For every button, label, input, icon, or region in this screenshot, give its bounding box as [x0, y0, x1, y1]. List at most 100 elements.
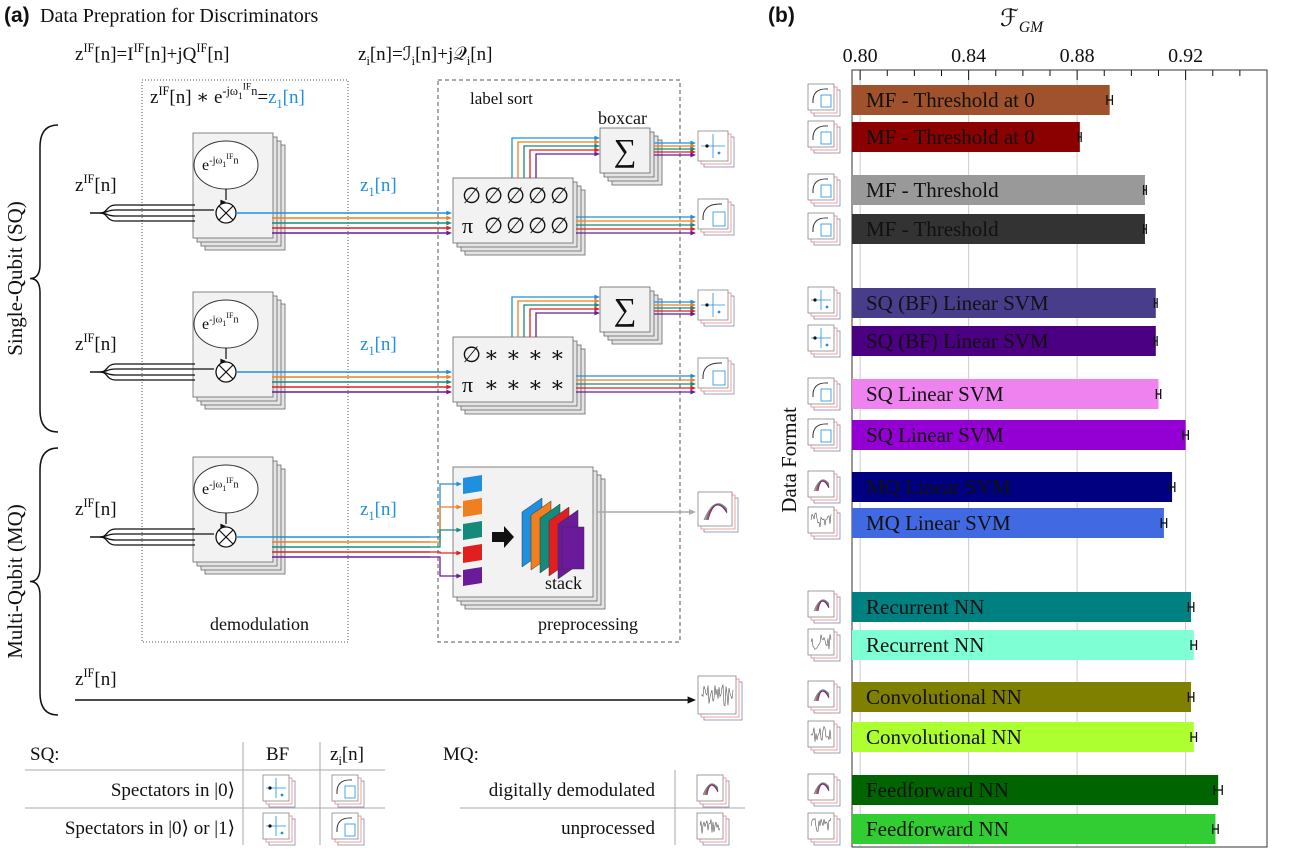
- bar: [852, 472, 1173, 502]
- icon-frame: [807, 680, 835, 708]
- legend-title: MQ:: [443, 744, 479, 765]
- demod-output-label: z1[n]: [360, 175, 397, 199]
- formula-part: z: [360, 175, 368, 196]
- formula-part: [n]: [94, 669, 116, 690]
- icon-glyph: [820, 223, 832, 237]
- sort-glyph: ∅: [484, 213, 503, 238]
- formula-part: 1: [222, 484, 226, 493]
- bar-label: SQ (BF) Linear SVM: [866, 329, 1049, 353]
- sort-glyph: ∗: [528, 342, 543, 367]
- arrowhead: [690, 218, 696, 224]
- formula-part: z: [75, 334, 83, 355]
- arrowhead: [456, 573, 462, 579]
- icon-glyph: [702, 203, 723, 221]
- arrowhead: [690, 311, 696, 317]
- formula-part: IF: [83, 172, 94, 186]
- formula-part: IF: [243, 83, 251, 93]
- sort-glyph: ∗: [528, 372, 543, 397]
- legend-row: Spectators in |0⟩: [111, 780, 235, 801]
- input-line: [99, 363, 195, 373]
- brace: [29, 124, 59, 433]
- sort-glyph: ∅: [528, 213, 547, 238]
- connector: [430, 529, 458, 548]
- region-label: demodulation: [210, 614, 309, 634]
- bar-label: Recurrent NN: [866, 633, 984, 657]
- channel-block: [463, 475, 482, 494]
- stack-label: stack: [545, 573, 582, 593]
- input-line: [99, 371, 195, 381]
- icon-frame: [807, 470, 835, 498]
- formula-part: 1: [238, 92, 243, 102]
- formula-part: i: [366, 54, 370, 68]
- connector: [517, 300, 596, 337]
- label-sort-box: [452, 336, 574, 403]
- bar-label: Recurrent NN: [866, 595, 984, 619]
- icon-frame: [807, 773, 835, 801]
- formula-part: z: [75, 44, 83, 65]
- arrowhead: [690, 302, 696, 308]
- formula-part: z: [330, 744, 338, 765]
- arrowhead: [446, 389, 452, 395]
- arrowhead: [687, 696, 696, 704]
- icon-glyph: [707, 504, 728, 521]
- arrowhead: [690, 299, 696, 305]
- icon-glyph: [820, 388, 832, 402]
- input-line: [99, 536, 195, 546]
- panel-title: Data Prepration for Discriminators: [40, 5, 318, 27]
- arrowhead: [446, 215, 452, 221]
- formula-part: [n]: [283, 87, 305, 108]
- formula-part: -jω: [222, 84, 238, 98]
- bar: [852, 592, 1192, 622]
- icon-glyph: [344, 785, 356, 799]
- sort-glyph: ∗: [506, 342, 521, 367]
- channel-block: [463, 544, 482, 563]
- formula-part: 1: [222, 319, 226, 328]
- icon-frame: [697, 675, 737, 715]
- input-line: [99, 371, 195, 376]
- formula-part: [n]: [470, 44, 492, 65]
- region-label: boxcar: [598, 108, 647, 128]
- boxcar-box: [599, 127, 651, 174]
- bar: [852, 814, 1216, 844]
- icon-frame: [807, 590, 835, 618]
- signal-label: zIF[n]: [75, 331, 117, 355]
- oscillator-label: e-jω1IFn: [202, 311, 239, 333]
- connector: [511, 296, 596, 337]
- group-label: Single-Qubit (SQ): [3, 201, 27, 356]
- sort-glyph: ∅: [484, 183, 503, 208]
- bar: [852, 420, 1186, 450]
- bar-label: SQ Linear SVM: [866, 382, 1004, 406]
- bar-label: MF - Threshold: [866, 217, 999, 241]
- sort-glyph: ∗: [506, 372, 521, 397]
- formula-part: z: [75, 669, 83, 690]
- icon-frame: [807, 812, 835, 840]
- arrowhead: [456, 550, 462, 556]
- input-line: [99, 212, 195, 222]
- icon-glyph: [813, 298, 817, 302]
- connector: [430, 506, 458, 543]
- brace: [29, 447, 59, 716]
- formula-part: z: [268, 87, 276, 108]
- icon-glyph: [812, 178, 829, 194]
- icon-glyph: [280, 793, 284, 797]
- icon-glyph: [817, 600, 830, 612]
- connector: [218, 529, 234, 545]
- channel-block: [463, 498, 482, 517]
- bar: [852, 682, 1192, 712]
- icon-glyph: [280, 831, 284, 835]
- sort-glyph: ∅: [506, 183, 525, 208]
- formula-part: [n]=ℐ: [370, 44, 412, 65]
- bar-label: SQ (BF) Linear SVM: [866, 291, 1049, 315]
- sort-glyph: ∗: [484, 342, 499, 367]
- icon-glyph: [706, 784, 719, 796]
- formula-part: n: [233, 479, 239, 490]
- bar-label: Convolutional NN: [866, 725, 1022, 749]
- sort-glyph: ∗: [550, 372, 565, 397]
- arrowhead: [594, 135, 600, 141]
- icon-glyph: [813, 336, 817, 340]
- bar: [852, 379, 1159, 409]
- formula-part: IF: [134, 41, 145, 55]
- formula-part: i: [412, 54, 416, 68]
- icon-glyph: [820, 94, 832, 108]
